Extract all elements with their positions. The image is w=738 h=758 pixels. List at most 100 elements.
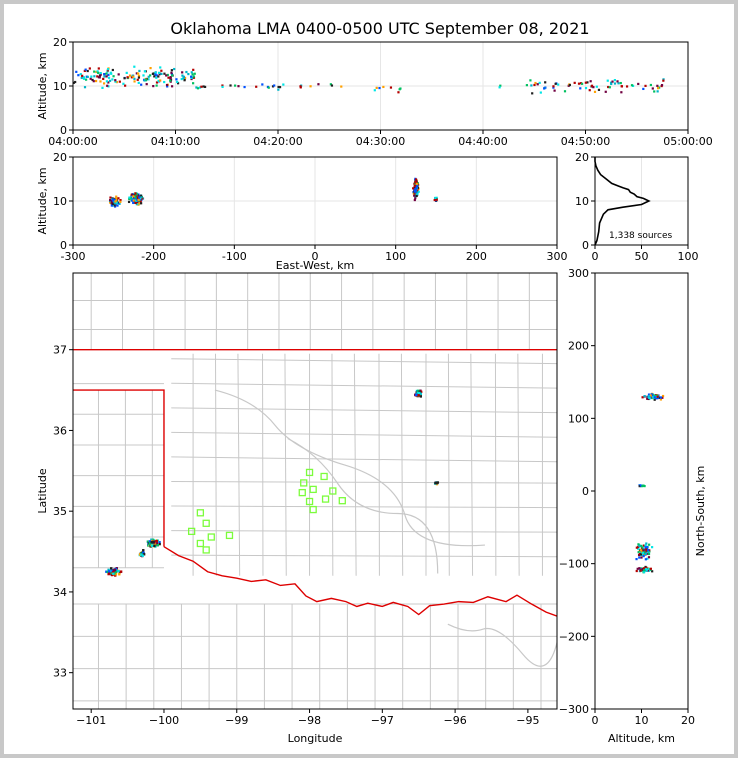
- vhf-source-point: [183, 76, 187, 80]
- vhf-source-point: [642, 555, 645, 558]
- vhf-source-point: [529, 79, 532, 82]
- vhf-source-point: [659, 396, 663, 399]
- vhf-source-point: [111, 198, 115, 201]
- vhf-source-point: [80, 76, 83, 79]
- vhf-source-point: [635, 546, 638, 549]
- vhf-source-point: [84, 78, 88, 81]
- vhf-source-point: [137, 72, 140, 75]
- vhf-source-point: [639, 569, 642, 572]
- altitude-tick-label: 0: [60, 124, 67, 137]
- vhf-source-point: [106, 68, 110, 71]
- vhf-source-point: [563, 90, 567, 93]
- vhf-source-point: [103, 73, 106, 76]
- vhf-source-point: [117, 569, 120, 573]
- vhf-source-point: [176, 80, 179, 84]
- vhf-source-point: [659, 398, 663, 401]
- eastwest_altitude-panel: -300 -200 -100 0 100 200 300 0 10 20 East-West, km…: [36, 151, 568, 272]
- vhf-source-point: [525, 84, 528, 87]
- x-axis-label: Altitude, km: [608, 732, 675, 745]
- state-boundary: [73, 389, 165, 547]
- vhf-source-point: [147, 78, 150, 81]
- vhf-source-point: [105, 570, 108, 573]
- vhf-source-point: [133, 198, 137, 201]
- longitude-tick-label: −101: [76, 714, 106, 727]
- vhf-source-point: [544, 81, 547, 84]
- vhf-source-point: [114, 571, 118, 574]
- figure-canvas: Oklahoma LMA 0400-0500 UTC September 08,…: [4, 4, 734, 754]
- vhf-source-point: [417, 391, 421, 395]
- vhf-source-point: [137, 198, 140, 202]
- vhf-source-point: [97, 71, 100, 74]
- vhf-source-point: [93, 70, 96, 73]
- plan_view-panel: −101 −100 −99 −98 −97 −96 −95 33 34 35 36 37 Longitu…: [36, 272, 558, 745]
- county-boundary: [447, 623, 557, 667]
- vhf-source-point: [652, 396, 655, 399]
- vhf-source-point: [148, 542, 151, 545]
- vhf-source-point: [158, 73, 161, 76]
- lma-station-marker: [225, 531, 234, 540]
- county-boundary: [447, 353, 450, 576]
- lma-station-marker: [305, 497, 314, 506]
- latitude-tick-label: 36: [53, 424, 67, 437]
- lma-station-marker: [309, 485, 317, 494]
- vhf-source-point: [538, 81, 541, 84]
- vhf-source-point: [111, 68, 114, 72]
- time-tick-label: 05:00:00: [663, 135, 712, 148]
- vhf-source-point: [416, 189, 419, 192]
- vhf-source-point: [132, 197, 135, 200]
- vhf-source-point: [593, 90, 597, 93]
- vhf-source-point: [112, 204, 115, 207]
- vhf-source-point: [616, 80, 619, 83]
- vhf-source-point: [150, 540, 153, 544]
- vhf-source-point: [107, 85, 110, 88]
- vhf-source-point: [650, 393, 653, 396]
- vhf-source-point: [134, 192, 137, 195]
- vhf-source-point: [115, 197, 118, 200]
- vhf-source-point: [115, 203, 118, 206]
- vhf-source-point: [647, 552, 651, 556]
- vhf-source-point: [581, 82, 584, 85]
- vhf-source-point: [190, 77, 193, 81]
- lma-station-marker: [338, 497, 346, 505]
- vhf-source-point: [299, 86, 302, 89]
- vhf-source-point: [656, 84, 659, 87]
- vhf-source-point: [271, 85, 275, 88]
- altitude-tick-label: 0: [60, 239, 67, 252]
- vhf-source-point: [129, 196, 133, 200]
- vhf-source-point: [630, 84, 634, 87]
- eastwest-altitude-frame: [72, 156, 558, 246]
- vhf-source-point: [171, 74, 174, 77]
- ns-tick-label: −200: [559, 630, 589, 643]
- altitude-histogram-frame: [594, 156, 689, 246]
- vhf-source-point: [170, 72, 174, 76]
- vhf-source-point: [221, 84, 224, 87]
- latitude-tick-label: 34: [53, 586, 67, 599]
- vhf-source-point: [155, 74, 158, 77]
- vhf-source-point: [657, 87, 660, 90]
- vhf-source-point: [150, 538, 153, 541]
- vhf-source-point: [221, 85, 224, 89]
- ns-tick-label: 300: [568, 267, 589, 280]
- latitude-tick-label: 33: [53, 667, 67, 680]
- vhf-source-point: [123, 77, 126, 80]
- vhf-source-point: [642, 87, 645, 91]
- vhf-source-point: [648, 543, 651, 546]
- vhf-source-point: [533, 83, 536, 87]
- vhf-source-point: [111, 78, 114, 81]
- vhf-source-point: [190, 76, 193, 79]
- vhf-source-point: [192, 68, 195, 71]
- vhf-source-point: [662, 78, 665, 81]
- vhf-source-point: [138, 196, 141, 199]
- altitude_histogram-panel: 0 50 100 0 10 20 1,338 sources: [575, 151, 699, 263]
- vhf-source-point: [143, 70, 147, 73]
- vhf-source-point: [175, 78, 178, 81]
- vhf-source-point: [108, 201, 112, 204]
- vhf-source-point: [243, 85, 246, 89]
- time_altitude-panel: 04:00:00 04:10:00 04:20:00 04:30:00 04:40:00…: [36, 36, 713, 148]
- vhf-source-point: [167, 76, 170, 79]
- vhf-source-point: [277, 88, 280, 91]
- vhf-source-point: [146, 540, 150, 543]
- vhf-source-point: [330, 84, 334, 87]
- vhf-source-point: [417, 389, 420, 393]
- vhf-source-point: [99, 80, 102, 83]
